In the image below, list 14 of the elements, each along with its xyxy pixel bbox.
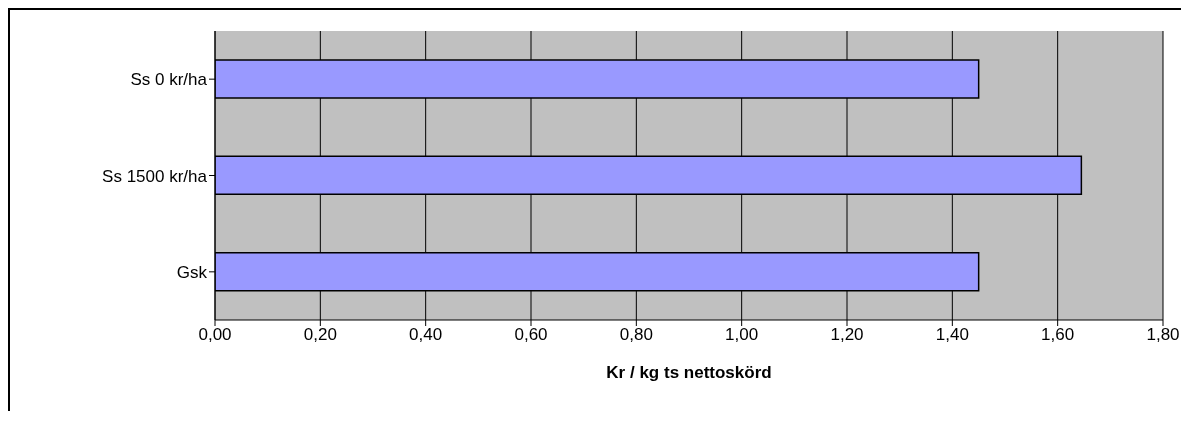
x-tick-label: 0,20: [303, 325, 337, 345]
y-tick-label: Ss 1500 kr/ha: [102, 166, 208, 186]
x-tick-label: 1,80: [1146, 325, 1180, 345]
x-tick-label: 0,80: [619, 325, 653, 345]
x-tick-label: 0,40: [409, 325, 443, 345]
y-tick-label: Gsk: [176, 262, 208, 282]
x-tick-label: 1,00: [725, 325, 759, 345]
y-tick-label: Ss 0 kr/ha: [130, 70, 208, 90]
x-tick-label: 1,20: [830, 325, 864, 345]
x-tick-label: 1,60: [1041, 325, 1075, 345]
x-axis-title: Kr / kg ts nettoskörd: [606, 363, 772, 382]
x-tick-label: 0,00: [198, 325, 232, 345]
x-tick-label: 1,40: [935, 325, 969, 345]
x-tick-label: 0,60: [514, 325, 548, 345]
